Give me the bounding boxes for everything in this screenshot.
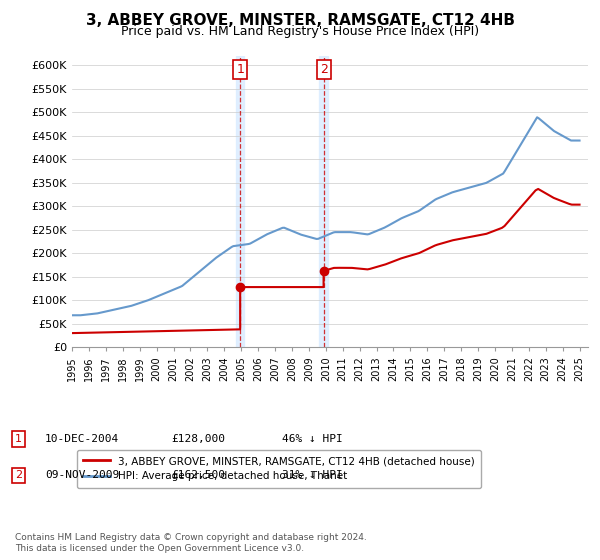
Bar bbox=[236, 56, 244, 347]
Legend: 3, ABBEY GROVE, MINSTER, RAMSGATE, CT12 4HB (detached house), HPI: Average price: 3, ABBEY GROVE, MINSTER, RAMSGATE, CT12 … bbox=[77, 450, 481, 488]
Text: 46% ↓ HPI: 46% ↓ HPI bbox=[282, 434, 343, 444]
Text: 3, ABBEY GROVE, MINSTER, RAMSGATE, CT12 4HB: 3, ABBEY GROVE, MINSTER, RAMSGATE, CT12 … bbox=[86, 13, 515, 29]
Bar bbox=[319, 56, 328, 347]
Text: Contains HM Land Registry data © Crown copyright and database right 2024.
This d: Contains HM Land Registry data © Crown c… bbox=[15, 533, 367, 553]
Text: £128,000: £128,000 bbox=[171, 434, 225, 444]
Text: £162,500: £162,500 bbox=[171, 470, 225, 480]
Text: Price paid vs. HM Land Registry's House Price Index (HPI): Price paid vs. HM Land Registry's House … bbox=[121, 25, 479, 38]
Text: 10-DEC-2004: 10-DEC-2004 bbox=[45, 434, 119, 444]
Text: 1: 1 bbox=[236, 63, 244, 76]
Text: 31% ↓ HPI: 31% ↓ HPI bbox=[282, 470, 343, 480]
Text: 2: 2 bbox=[320, 63, 328, 76]
Text: 2: 2 bbox=[15, 470, 22, 480]
Text: 09-NOV-2009: 09-NOV-2009 bbox=[45, 470, 119, 480]
Text: 1: 1 bbox=[15, 434, 22, 444]
